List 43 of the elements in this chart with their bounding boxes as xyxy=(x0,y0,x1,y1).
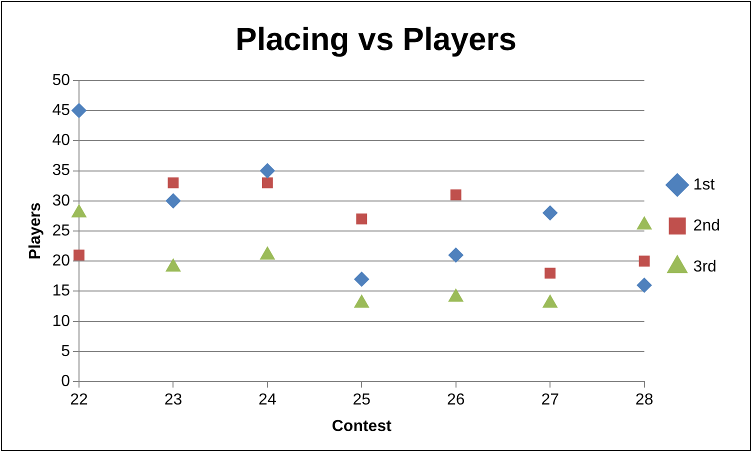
y-tick-label: 40 xyxy=(52,132,70,150)
point xyxy=(168,177,179,188)
point xyxy=(74,250,84,261)
x-tick-label: 26 xyxy=(446,392,465,409)
point xyxy=(542,294,558,308)
y-tick-label: 50 xyxy=(52,72,70,89)
point xyxy=(166,258,181,272)
x-tick-label: 23 xyxy=(164,392,182,409)
legend-label: 2nd xyxy=(693,217,720,234)
y-tick-label: 30 xyxy=(52,192,70,210)
point xyxy=(260,163,275,178)
point xyxy=(542,205,558,220)
legend-label: 1st xyxy=(693,176,716,194)
y-tick-label: 35 xyxy=(52,162,70,180)
point xyxy=(450,189,462,200)
y-tick-label: 45 xyxy=(52,102,70,119)
point xyxy=(166,193,181,208)
x-tick-label: 28 xyxy=(635,392,654,409)
y-tick-label: 15 xyxy=(52,282,70,300)
point xyxy=(448,248,464,263)
point xyxy=(638,256,650,267)
point xyxy=(71,103,86,118)
point xyxy=(354,294,370,308)
y-tick-label: 20 xyxy=(52,252,70,270)
point xyxy=(636,278,652,293)
point xyxy=(356,214,368,224)
point xyxy=(354,272,370,287)
x-tick-label: 27 xyxy=(541,392,560,409)
x-axis-title: Contest xyxy=(332,418,392,435)
x-tick-label: 22 xyxy=(70,392,88,409)
legend-label: 3rd xyxy=(693,258,716,276)
y-tick-label: 0 xyxy=(61,373,70,390)
y-tick-label: 25 xyxy=(52,222,70,240)
chart-title: Placing vs Players xyxy=(235,21,517,58)
y-tick-label: 5 xyxy=(61,342,70,360)
x-tick-label: 24 xyxy=(258,392,276,409)
point xyxy=(260,246,275,260)
y-tick-label: 10 xyxy=(52,312,70,330)
point xyxy=(262,177,273,188)
x-tick-label: 25 xyxy=(352,392,371,409)
y-axis-title: Players xyxy=(27,202,44,260)
point xyxy=(448,288,464,302)
point xyxy=(544,268,556,279)
